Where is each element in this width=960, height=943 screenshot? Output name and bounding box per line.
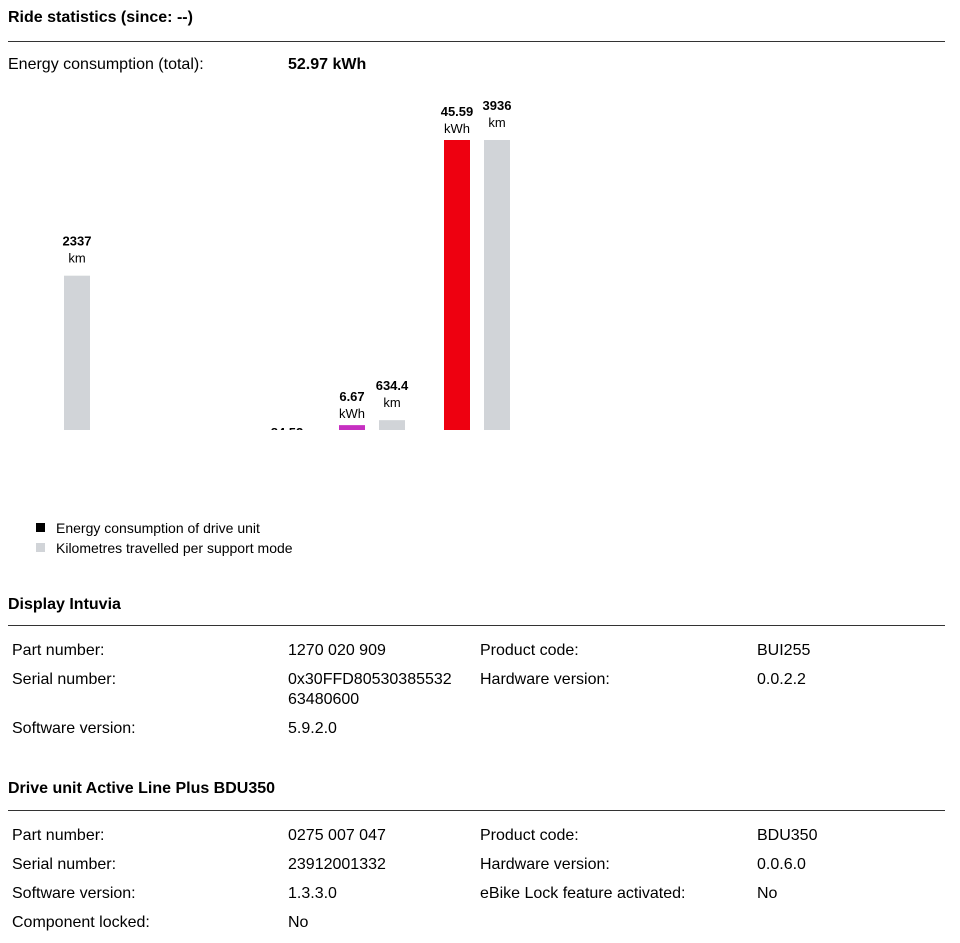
- drive-locked-value: No: [288, 914, 309, 931]
- bar-energy-turbo: [444, 140, 470, 430]
- drive-lock-label: eBike Lock feature activated:: [480, 885, 686, 902]
- drive-locked-label: Component locked:: [12, 914, 150, 931]
- display-part-label: Part number:: [12, 642, 105, 659]
- energy-total-value: 52.97 kWh: [288, 56, 367, 73]
- drive-software-label: Software version:: [12, 885, 136, 902]
- data-label-km-turbo: 3936: [483, 98, 512, 113]
- drive-serial-label: Serial number:: [12, 856, 117, 873]
- legend-item-energy: Energy consumption of drive unit: [36, 520, 260, 536]
- data-label-km-sport: 634.4: [376, 378, 409, 393]
- bar-km-off: [64, 275, 90, 430]
- legend-swatch-kilometres: [36, 543, 45, 552]
- display-product-label: Product code:: [480, 642, 579, 659]
- legend-item-kilometres: Kilometres travelled per support mode: [36, 540, 293, 556]
- drive-serial-value: 23912001332: [288, 856, 386, 873]
- display-serial-value: 0x30FFD80530385532 63480600: [288, 671, 452, 708]
- unit-label-km-sport: km: [383, 395, 400, 410]
- legend-swatch-energy: [36, 523, 45, 532]
- drive-part-label: Part number:: [12, 827, 105, 844]
- ride-statistics-title: Ride statistics (since: --): [8, 9, 193, 26]
- section-divider: [8, 810, 945, 811]
- support-mode-bar-chart: 0kWh2337kmOFF0.00kWh5.87kmECO0.69kWh84.5…: [63, 98, 512, 430]
- display-hardware-label: Hardware version:: [480, 671, 610, 688]
- display-software-value: 5.9.2.0: [288, 720, 337, 737]
- display-hardware-value: 0.0.2.2: [757, 671, 806, 688]
- drive-product-value: BDU350: [757, 827, 818, 844]
- drive-hardware-value: 0.0.6.0: [757, 856, 806, 873]
- section-divider: [8, 41, 945, 42]
- unit-label-energy-turbo: kWh: [444, 121, 470, 136]
- data-label-energy-turbo: 45.59: [441, 104, 474, 119]
- data-label-km-off: 2337: [63, 234, 92, 249]
- legend-label-energy: Energy consumption of drive unit: [56, 520, 260, 536]
- drive-lock-value: No: [757, 885, 778, 902]
- unit-label-km-off: km: [68, 251, 85, 266]
- drive-software-value: 1.3.3.0: [288, 885, 337, 902]
- drive-section-title: Drive unit Active Line Plus BDU350: [8, 780, 276, 797]
- legend-label-kilometres: Kilometres travelled per support mode: [56, 540, 293, 556]
- unit-label-energy-sport: kWh: [339, 406, 365, 421]
- display-product-value: BUI255: [757, 642, 811, 659]
- display-serial-label: Serial number:: [12, 671, 117, 688]
- data-label-km-tour: 84.52: [271, 425, 304, 430]
- data-label-energy-sport: 6.67: [339, 389, 364, 404]
- bar-km-turbo: [484, 140, 510, 430]
- bar-km-sport: [379, 420, 405, 430]
- drive-part-value: 0275 007 047: [288, 827, 386, 844]
- display-software-label: Software version:: [12, 720, 136, 737]
- unit-label-km-turbo: km: [488, 115, 505, 130]
- display-section-title: Display Intuvia: [8, 596, 121, 613]
- section-divider: [8, 625, 945, 626]
- drive-product-label: Product code:: [480, 827, 579, 844]
- energy-total-label: Energy consumption (total):: [8, 56, 204, 73]
- bar-energy-sport: [339, 425, 365, 430]
- display-part-value: 1270 020 909: [288, 642, 386, 659]
- drive-hardware-label: Hardware version:: [480, 856, 610, 873]
